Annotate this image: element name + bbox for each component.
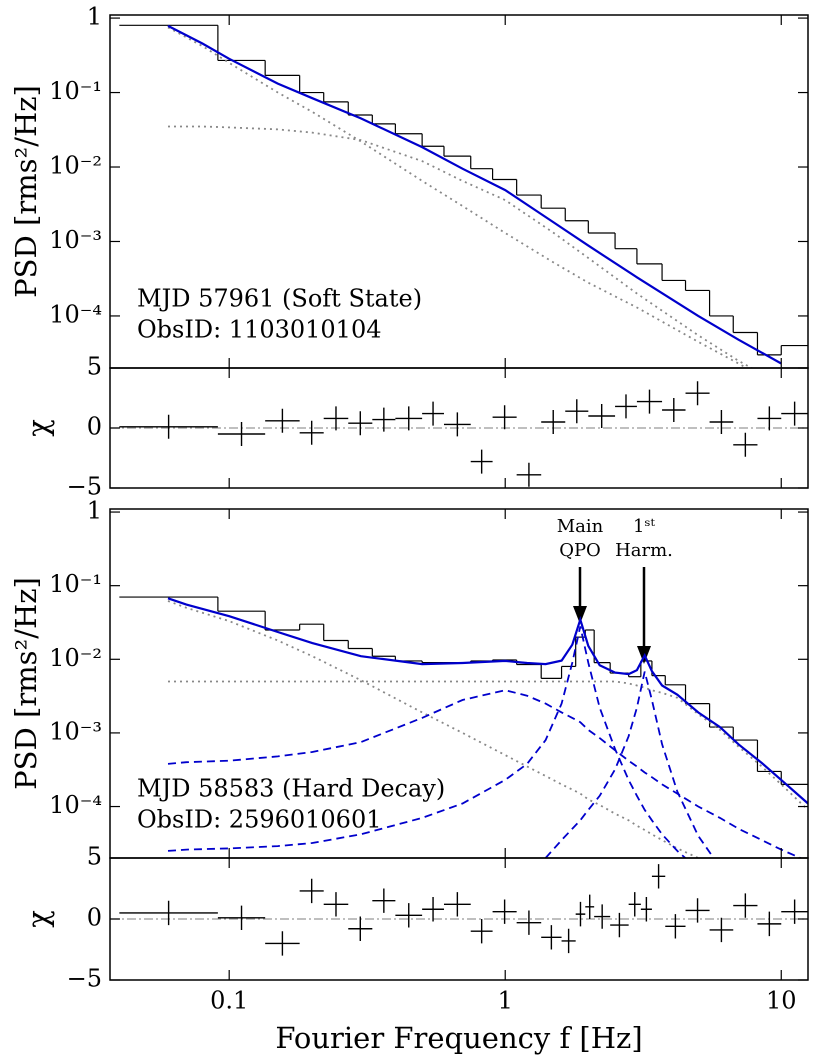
y-tick-label: 0 [87,413,102,441]
chi-point [757,406,782,431]
chi-point [299,420,324,445]
y-tick-label: −5 [67,965,102,993]
model-line [168,125,754,368]
annotation: MJD 58583 (Hard Decay) [137,775,445,803]
chi-point [443,892,471,917]
arrow-head [573,606,587,624]
frame [109,367,809,489]
x-tick-label: 10 [766,987,797,1015]
plot-area [110,381,808,487]
y-tick-label: 10⁻³ [49,226,102,254]
chi-point [119,414,218,439]
chi-point [594,904,611,929]
chi-point [492,899,517,924]
chi-point [541,410,566,434]
plot-area [119,596,808,858]
peak-label: Main [557,516,604,537]
y-tick-label: 1 [87,497,102,525]
x-tick-label: 1 [498,987,513,1015]
y-tick-label: 5 [87,843,102,871]
model-line [168,680,808,811]
chi-point [610,912,629,938]
chi-point [636,389,663,414]
model-line [167,24,782,365]
chi-point [733,432,758,457]
y-tick-label: 0 [87,904,102,932]
peak-label: 1ˢᵗ [633,516,656,537]
plot-area [110,864,808,956]
chi-point [265,931,300,956]
chi-point [217,905,266,930]
chi-point [709,410,734,434]
chi-point [516,910,542,935]
chi-point [348,916,373,941]
y-axis-label: PSD [rms²/Hz] [9,85,43,298]
chi-point [443,412,471,437]
y-tick-label: 10⁻¹ [49,77,102,105]
chi-point [372,407,396,432]
chi-point [781,401,808,426]
y-axis-label: χ [21,910,55,928]
model-line [544,671,715,858]
chi-point [395,903,423,928]
plot-area [119,24,808,368]
y-tick-label: 10⁻² [49,644,102,672]
chi-point [733,893,758,918]
chi-point [685,381,710,406]
chi-point [265,408,300,433]
chi-point [516,462,542,487]
annotation: MJD 57961 (Soft State) [137,285,422,313]
x-axis-label: Fourier Frequency f [Hz] [275,1021,642,1055]
chi-point [665,914,686,939]
y-tick-label: 1 [87,3,102,31]
chi-point [422,401,444,426]
chi-point [348,411,373,436]
chi-point [585,894,595,919]
chi-point [588,404,616,428]
chi-point [628,892,641,917]
y-tick-label: 10⁻³ [49,717,102,745]
chi-point [541,925,562,950]
chi-point [323,406,349,431]
x-tick-label: 0.1 [210,987,248,1015]
chi-point [685,898,710,923]
annotation: ObsID: 2596010601 [137,806,382,834]
frame [109,857,809,981]
chi-point [662,398,686,422]
y-axis-label: PSD [rms²/Hz] [9,577,43,790]
annotation: ObsID: 1103010104 [137,316,382,344]
chi-point [395,406,423,431]
chi-point [575,901,586,927]
chi-point [217,422,266,446]
chi-point [470,919,493,944]
chi-point [492,405,517,430]
chi-point [565,399,589,424]
y-tick-label: 10⁻² [49,152,102,180]
chi-point [561,928,576,954]
chi-point [119,900,218,926]
y-tick-label: 10⁻¹ [49,570,102,598]
y-tick-label: 5 [87,353,102,381]
chi-point [757,911,782,937]
chi-point [651,864,666,889]
chi-point [299,878,324,904]
y-axis-label: χ [21,419,55,437]
chi-point [470,449,493,474]
peak-label: Harm. [615,540,673,561]
y-tick-label: −5 [67,473,102,501]
peak-label: QPO [559,540,601,561]
model-line [167,597,808,805]
chi-point [615,394,637,419]
chi-point [323,892,349,917]
chi-point [422,897,444,922]
chi-point [640,897,652,922]
chi-point [781,899,808,924]
y-tick-label: 10⁻⁴ [49,300,102,328]
y-tick-label: 10⁻⁴ [49,791,102,819]
chi-point [709,917,734,943]
chi-point [372,888,396,913]
